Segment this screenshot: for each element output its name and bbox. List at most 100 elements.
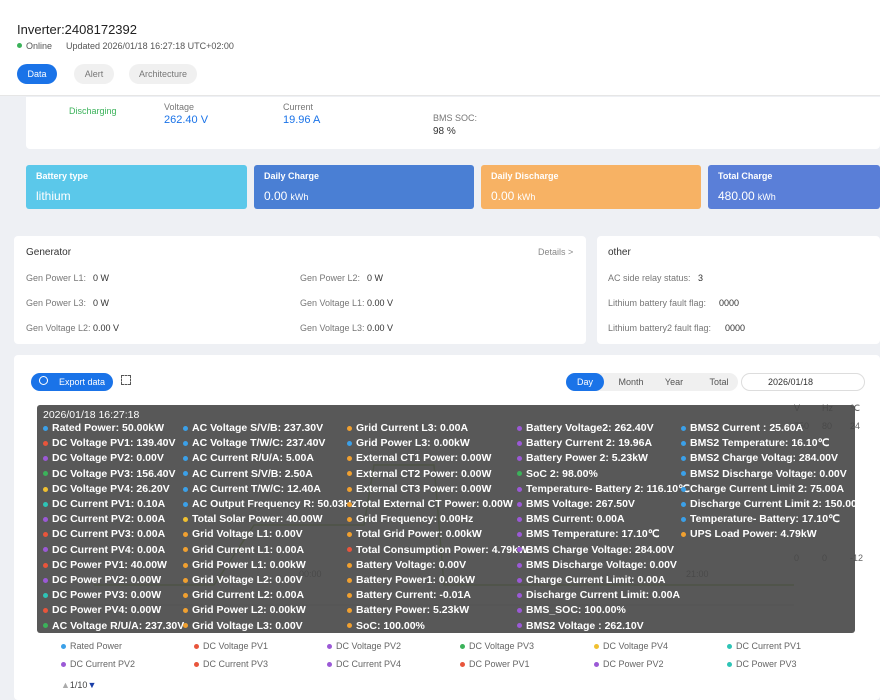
legend-item[interactable]: DC Current PV2: [61, 659, 135, 669]
pager[interactable]: ▲1/10▼: [61, 680, 97, 690]
export-button[interactable]: Export data: [31, 373, 113, 391]
legend-item[interactable]: DC Voltage PV3: [460, 641, 534, 651]
item-dot: [681, 486, 686, 492]
tooltip-item: Grid Frequency: 0.00Hz: [347, 513, 473, 525]
item-dot: [43, 562, 48, 568]
field-value: 0 W: [93, 298, 110, 308]
tab[interactable]: Architecture: [129, 64, 197, 84]
tooltip-item: BMS_SOC: 100.00%: [517, 604, 626, 616]
item-text: BMS2 Charge Voltag: 284.00V: [690, 452, 839, 465]
period-tab[interactable]: Day: [566, 373, 604, 391]
field-label: Lithium battery fault flag:: [608, 298, 707, 308]
legend-dot: [460, 644, 465, 650]
item-dot: [183, 608, 188, 614]
tooltip-item: Grid Current L1: 0.00A: [183, 544, 304, 556]
item-text: BMS Temperature: 17.10℃: [526, 528, 660, 541]
panel-title: other: [608, 247, 631, 258]
tooltip-item: AC Voltage S/V/B: 237.30V: [183, 422, 323, 434]
legend-item[interactable]: DC Current PV1: [727, 641, 801, 651]
fullscreen-icon[interactable]: [121, 375, 131, 385]
legend-label: DC Power PV2: [603, 659, 664, 669]
item-text: BMS2 Voltage : 262.10V: [526, 619, 644, 632]
tooltip-item: Grid Power L3: 0.00kW: [347, 437, 470, 449]
item-dot: [183, 425, 188, 431]
soc: 98 %: [433, 126, 456, 137]
item-text: Grid Power L3: 0.00kW: [356, 437, 470, 450]
tooltip-item: DC Voltage PV4: 26.20V: [43, 483, 170, 495]
tooltip-item: DC Power PV2: 0.00W: [43, 574, 161, 586]
legend-item[interactable]: DC Current PV3: [194, 659, 268, 669]
item-dot: [517, 501, 522, 507]
item-dot: [43, 623, 48, 629]
tooltip-item: UPS Load Power: 4.79kW: [681, 528, 817, 540]
item-dot: [43, 547, 48, 553]
date-picker[interactable]: 2026/01/18: [741, 373, 865, 391]
stat-value: 0.00 kWh: [264, 189, 464, 203]
item-dot: [43, 532, 48, 538]
stat-card: Daily Discharge 0.00 kWh: [481, 165, 701, 209]
legend-item[interactable]: DC Power PV1: [460, 659, 530, 669]
item-text: DC Voltage PV4: 26.20V: [52, 482, 170, 495]
tooltip-item: Grid Power L2: 0.00kW: [183, 604, 306, 616]
tooltip-item: AC Output Frequency R: 50.03Hz: [183, 498, 357, 510]
item-dot: [681, 440, 686, 446]
tooltip-item: AC Current S/V/B: 2.50A: [183, 468, 313, 480]
item-dot: [517, 486, 522, 492]
details-link[interactable]: Details >: [538, 247, 574, 257]
stat-title: Daily Charge: [264, 171, 320, 181]
item-text: Temperature- Battery 2: 116.10℃: [526, 482, 690, 495]
tooltip-item: Battery Voltage2: 262.40V: [517, 422, 654, 434]
period-tab[interactable]: Total: [709, 377, 729, 387]
legend-item[interactable]: DC Voltage PV1: [194, 641, 268, 651]
legend-label: DC Power PV3: [736, 659, 797, 669]
legend-label: DC Power PV1: [469, 659, 530, 669]
legend-item[interactable]: DC Power PV2: [594, 659, 664, 669]
axis-tick: 24: [850, 421, 861, 431]
legend-item[interactable]: DC Voltage PV2: [327, 641, 401, 651]
field-value: 0 W: [367, 273, 384, 283]
item-dot: [517, 592, 522, 598]
period-tab[interactable]: Month: [618, 377, 644, 387]
tooltip-item: DC Current PV1: 0.10A: [43, 498, 165, 510]
stat-title: Daily Discharge: [491, 171, 559, 181]
item-text: AC Output Frequency R: 50.03Hz: [192, 498, 357, 510]
item-text: Charge Current Limit 2: 75.00A: [690, 482, 845, 495]
panel-title: Generator: [26, 247, 72, 258]
tooltip-item: DC Power PV4: 0.00W: [43, 604, 161, 616]
legend-item[interactable]: Rated Power: [61, 641, 122, 651]
legend-label: DC Voltage PV3: [469, 641, 535, 651]
legend-item[interactable]: DC Power PV3: [727, 659, 797, 669]
tooltip-item: AC Current T/W/C: 12.40A: [183, 483, 321, 495]
legend-item[interactable]: DC Voltage PV4: [594, 641, 668, 651]
item-dot: [517, 456, 522, 462]
item-text: Battery Current 2: 19.96A: [526, 437, 653, 450]
field-value: 0.00 V: [93, 323, 120, 333]
item-dot: [43, 577, 48, 583]
legend-item[interactable]: DC Current PV4: [327, 659, 401, 669]
field-label: Lithium battery2 fault flag:: [608, 323, 712, 333]
axis-tick: -12: [850, 553, 864, 563]
tooltip-item: Grid Voltage L1: 0.00V: [183, 528, 303, 540]
tooltip-item: DC Voltage PV2: 0.00V: [43, 452, 164, 464]
item-text: Battery Power: 5.23kW: [356, 604, 470, 617]
item-dot: [43, 486, 48, 492]
field-label: Gen Power L3:: [26, 298, 87, 308]
tooltip-item: DC Voltage PV3: 156.40V: [43, 468, 176, 480]
tab[interactable]: Data: [17, 64, 57, 84]
value: 0.00: [491, 189, 515, 203]
item-dot: [183, 592, 188, 598]
item-dot: [517, 471, 522, 477]
item-text: Total Consumption Power: 4.79kW: [356, 543, 528, 556]
legend-label: DC Current PV1: [736, 641, 802, 651]
tooltip-item: DC Power PV3: 0.00W: [43, 589, 161, 601]
tab[interactable]: Alert: [74, 64, 114, 84]
period-tab[interactable]: Year: [664, 377, 684, 387]
field-value: 0.00 V: [367, 298, 394, 308]
pager-text: 1/10: [69, 680, 88, 690]
item-text: External CT3 Power: 0.00W: [356, 482, 492, 495]
item-dot: [681, 532, 686, 538]
legend-dot: [594, 644, 599, 650]
tooltip-item: Total Consumption Power: 4.79kW: [347, 544, 528, 556]
item-text: Discharge Current Limit 2: 150.00A: [690, 498, 865, 510]
tooltip-item: BMS2 Charge Voltag: 284.00V: [681, 452, 838, 464]
